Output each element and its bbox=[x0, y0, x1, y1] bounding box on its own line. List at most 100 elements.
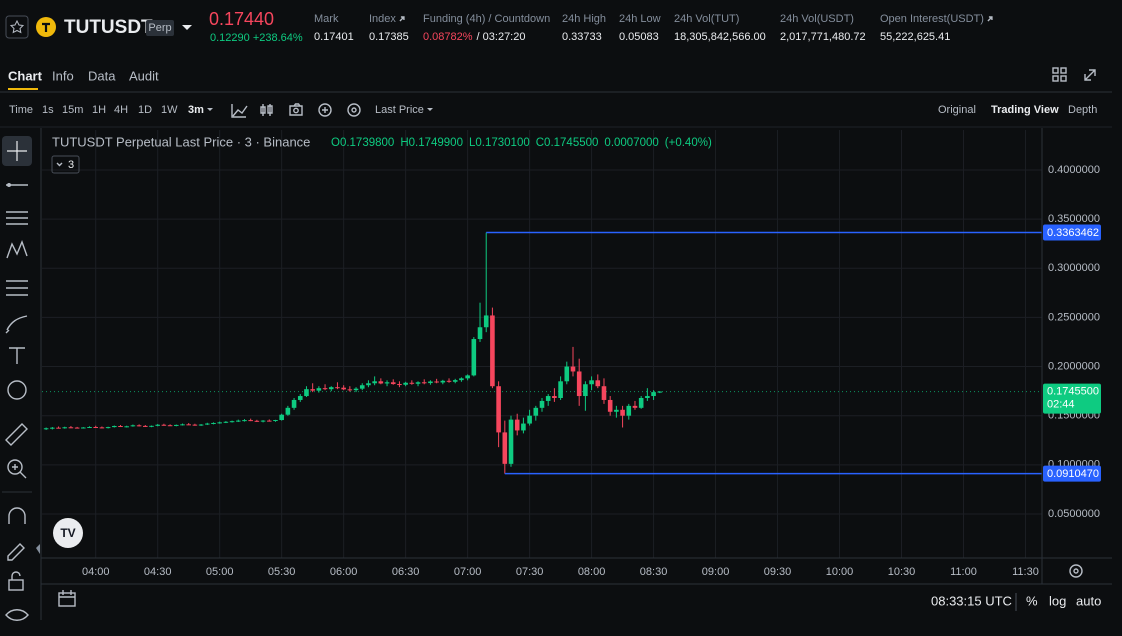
ohlc-legend: H0.1749900 bbox=[400, 137, 463, 149]
x-tick-label: 10:30 bbox=[888, 566, 916, 578]
grid-icon[interactable] bbox=[1052, 67, 1059, 74]
candle-body bbox=[359, 385, 365, 389]
candle-body bbox=[384, 382, 390, 384]
x-tick-label: 09:00 bbox=[702, 566, 730, 578]
badge-chevron bbox=[56, 162, 63, 167]
favorite-button[interactable] bbox=[5, 15, 29, 39]
candle-body bbox=[322, 388, 328, 390]
add-icon[interactable] bbox=[318, 103, 332, 117]
axis-settings[interactable] bbox=[1069, 564, 1083, 578]
candle-body bbox=[434, 381, 439, 383]
symbol[interactable]: TUTUSDT bbox=[64, 17, 153, 38]
interval[interactable]: 4H bbox=[114, 104, 128, 116]
interval[interactable]: 1W bbox=[161, 104, 178, 116]
price-type[interactable]: Last Price bbox=[375, 104, 424, 116]
log-toggle[interactable]: log bbox=[1049, 593, 1066, 608]
indicator-icon[interactable] bbox=[231, 104, 248, 118]
grid-icon bbox=[1060, 67, 1067, 74]
crosshair-tool[interactable] bbox=[7, 141, 27, 161]
candle-body bbox=[105, 427, 111, 429]
interval[interactable]: 1s bbox=[42, 104, 54, 116]
tv-logo[interactable] bbox=[53, 518, 83, 548]
collapse-tools[interactable] bbox=[36, 544, 40, 554]
add-icon-plus bbox=[322, 107, 328, 113]
candle-body bbox=[428, 381, 433, 384]
interval[interactable]: 3m bbox=[188, 104, 204, 116]
price-type-dropdown[interactable] bbox=[427, 108, 433, 111]
view-option[interactable]: Original bbox=[938, 104, 976, 116]
stat-label: 24h High bbox=[562, 13, 606, 25]
screenshot-icon[interactable] bbox=[289, 103, 303, 116]
x-tick-label: 11:00 bbox=[950, 566, 977, 578]
interval[interactable]: Time bbox=[9, 104, 33, 116]
candle-body bbox=[552, 396, 557, 399]
draw-lock-tool[interactable] bbox=[7, 543, 25, 561]
x-tick-label: 08:30 bbox=[640, 566, 668, 578]
last-price: 0.17440 bbox=[209, 9, 274, 29]
chart-type-icon[interactable] bbox=[260, 104, 273, 116]
x-tick-label: 06:30 bbox=[392, 566, 420, 578]
candle-body bbox=[143, 425, 148, 427]
candle-body bbox=[186, 424, 191, 426]
candle-body bbox=[533, 407, 539, 416]
stat-value: 2,017,771,480.72 bbox=[780, 31, 866, 43]
stat-label: Index bbox=[369, 13, 396, 25]
candle-body bbox=[173, 424, 179, 426]
lock-tool[interactable] bbox=[8, 579, 24, 591]
interval[interactable]: 15m bbox=[62, 104, 83, 116]
candle-body bbox=[397, 384, 402, 386]
interval[interactable]: 1D bbox=[138, 104, 152, 116]
ohlc-legend: O0.1739800 bbox=[331, 137, 394, 149]
tab[interactable]: Chart bbox=[8, 68, 43, 83]
stat-value: 0.08782% bbox=[423, 31, 473, 43]
stat-value: 55,222,625.41 bbox=[880, 31, 950, 43]
text-tool[interactable] bbox=[9, 347, 25, 364]
pattern-tool[interactable] bbox=[6, 240, 28, 259]
interval-dropdown[interactable] bbox=[207, 108, 213, 111]
candle-body bbox=[242, 420, 247, 422]
zoom-tool[interactable] bbox=[7, 459, 23, 475]
candle-body bbox=[217, 422, 222, 424]
grid-icon bbox=[1060, 75, 1067, 82]
channel-tool[interactable] bbox=[6, 211, 28, 225]
x-tick-label: 05:30 bbox=[268, 566, 296, 578]
candle-body bbox=[304, 389, 309, 397]
lock-tool-shackle bbox=[11, 571, 21, 580]
visibility-tool[interactable] bbox=[5, 609, 29, 621]
tab[interactable]: Data bbox=[88, 68, 116, 83]
candle-body bbox=[595, 380, 601, 387]
view-option[interactable]: Trading View bbox=[991, 104, 1059, 116]
utc-clock[interactable]: 08:33:15 UTC bbox=[931, 593, 1012, 608]
fullscreen-icon[interactable] bbox=[1084, 69, 1096, 81]
interval[interactable]: 1H bbox=[92, 104, 106, 116]
candle-body bbox=[589, 380, 594, 385]
candle-body bbox=[291, 399, 297, 408]
tab[interactable]: Info bbox=[52, 68, 74, 83]
tab[interactable]: Audit bbox=[129, 68, 159, 83]
view-option[interactable]: Depth bbox=[1068, 104, 1097, 116]
magnet-tool[interactable] bbox=[8, 507, 26, 524]
ruler-tool[interactable] bbox=[5, 423, 28, 446]
brush-tool[interactable] bbox=[5, 315, 28, 334]
link-icon[interactable] bbox=[987, 16, 993, 22]
badge-box[interactable] bbox=[51, 155, 80, 174]
date-range-icon[interactable] bbox=[58, 592, 76, 607]
candle-body bbox=[56, 427, 61, 429]
auto-toggle[interactable]: auto bbox=[1076, 593, 1101, 608]
ohlc-legend: (+0.40%) bbox=[665, 137, 712, 149]
last-price-countdown: 02:44 bbox=[1047, 398, 1075, 410]
settings-icon[interactable] bbox=[347, 103, 361, 117]
stat-value: 0.17401 bbox=[314, 31, 354, 43]
emoji-tool[interactable] bbox=[7, 380, 27, 400]
stat-value: 0.05083 bbox=[619, 31, 659, 43]
link-icon[interactable] bbox=[399, 16, 405, 22]
ohlc-legend: C0.1745500 bbox=[536, 137, 599, 149]
candle-body bbox=[223, 421, 229, 423]
candle-body bbox=[564, 366, 570, 382]
screenshot-lens bbox=[293, 107, 299, 114]
symbol-dropdown[interactable] bbox=[182, 25, 192, 30]
candle-body bbox=[421, 382, 427, 384]
fib-tool[interactable] bbox=[6, 280, 28, 296]
percent-toggle[interactable]: % bbox=[1026, 593, 1038, 608]
